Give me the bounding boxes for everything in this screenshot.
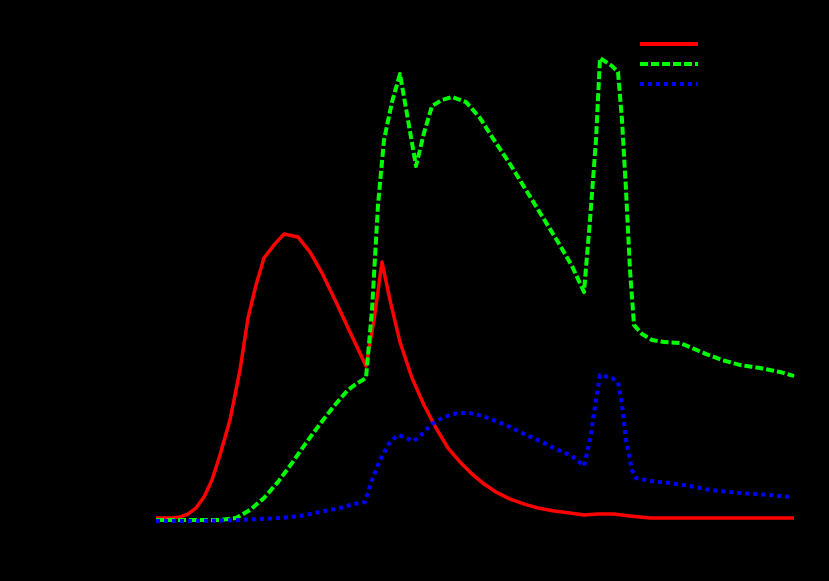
series-green-line (156, 56, 795, 522)
series-blue-line (156, 373, 791, 523)
legend (640, 42, 698, 86)
series-red-line (156, 232, 794, 520)
plot-area (156, 56, 795, 523)
